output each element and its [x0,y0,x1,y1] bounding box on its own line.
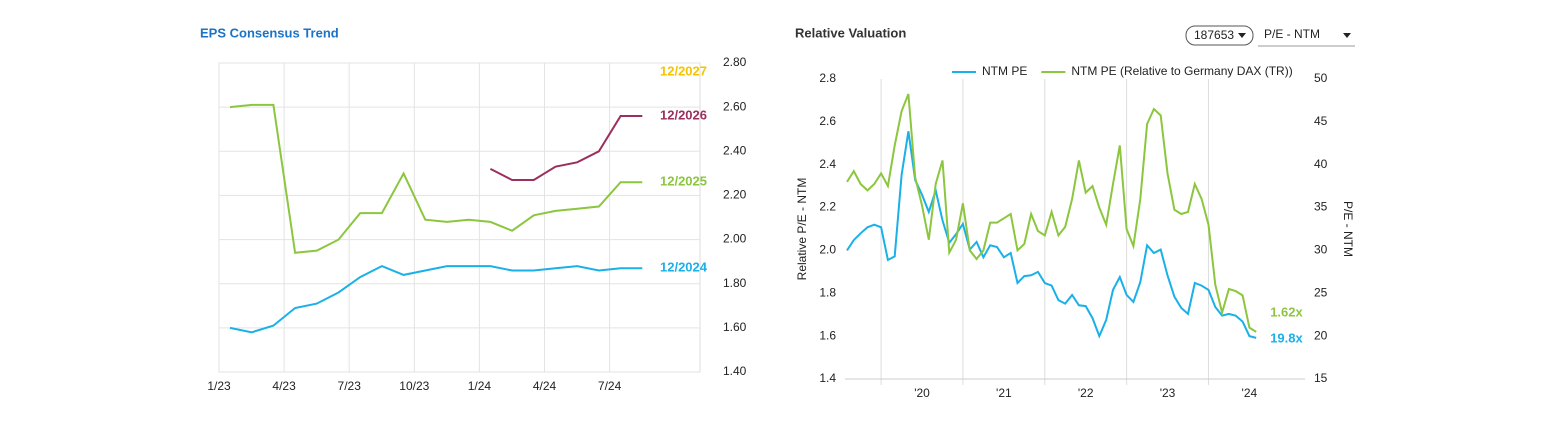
series-line [489,115,643,181]
x-tick-label: 4/23 [272,379,296,393]
x-tick-label: '21 [996,386,1012,400]
y2-tick-label: 30 [1314,243,1328,257]
x-tick-label: '22 [1078,386,1094,400]
series-end-label: 12/2025 [660,174,707,189]
y-tick-label: 2.40 [723,143,747,157]
y-axis-title: Relative P/E - NTM [795,178,809,281]
y2-tick-label: 50 [1314,71,1328,85]
series-line [229,265,643,334]
y-tick-label: 2.6 [819,114,836,128]
y2-tick-label: 15 [1314,371,1328,385]
series-end-label: 12/2027 [660,63,707,78]
dropdown-arrow [1343,33,1351,38]
plot-frame [218,62,701,373]
selector-value[interactable]: 187653 [1194,28,1234,42]
value-label: 1.62x [1270,304,1303,319]
y-tick-label: 1.8 [819,285,836,299]
series-line [846,93,1257,333]
series-end-label: 12/2026 [660,107,707,122]
selector-box[interactable] [1185,25,1254,46]
y-tick-label: 1.4 [819,371,836,385]
chart-title: Relative Valuation [795,25,906,40]
legend-label: NTM PE [982,64,1027,78]
y-tick-label: 2.4 [819,157,836,171]
x-tick-label: 4/24 [533,379,557,393]
y-tick-label: 1.60 [723,320,747,334]
x-tick-label: '23 [1160,386,1176,400]
x-tick-label: 1/23 [207,379,231,393]
y-tick-label: 2.80 [723,55,747,69]
y2-tick-label: 20 [1314,328,1328,342]
y-tick-label: 2.00 [723,232,747,246]
y2-tick-label: 25 [1314,285,1328,299]
y-tick-label: 2.60 [723,99,747,113]
series-line [229,103,643,254]
x-tick-label: 7/24 [598,379,622,393]
y2-tick-label: 35 [1314,200,1328,214]
series-end-label: 12/2024 [660,260,708,275]
x-tick-label: '20 [914,386,930,400]
y-tick-label: 1.6 [819,328,836,342]
y2-tick-label: 40 [1314,157,1328,171]
y-tick-label: 2.8 [819,71,836,85]
y-tick-label: 1.40 [723,364,747,378]
y-tick-label: 2.0 [819,243,836,257]
y-tick-label: 2.20 [723,188,747,202]
y2-axis-title: P/E - NTM [1341,201,1355,257]
x-tick-label: '24 [1242,386,1258,400]
chart-title: EPS Consensus Trend [200,25,339,40]
y-tick-label: 2.2 [819,200,836,214]
value-label: 19.8x [1270,330,1303,345]
legend-label: NTM PE (Relative to Germany DAX (TR)) [1071,64,1292,78]
metric-select[interactable]: P/E - NTM [1264,27,1320,41]
x-tick-label: 10/23 [399,379,429,393]
dropdown-arrow [1238,33,1246,38]
y2-tick-label: 45 [1314,114,1328,128]
x-tick-label: 1/24 [468,379,492,393]
series-line [846,131,1257,339]
y-tick-label: 1.80 [723,276,747,290]
x-tick-label: 7/23 [338,379,362,393]
